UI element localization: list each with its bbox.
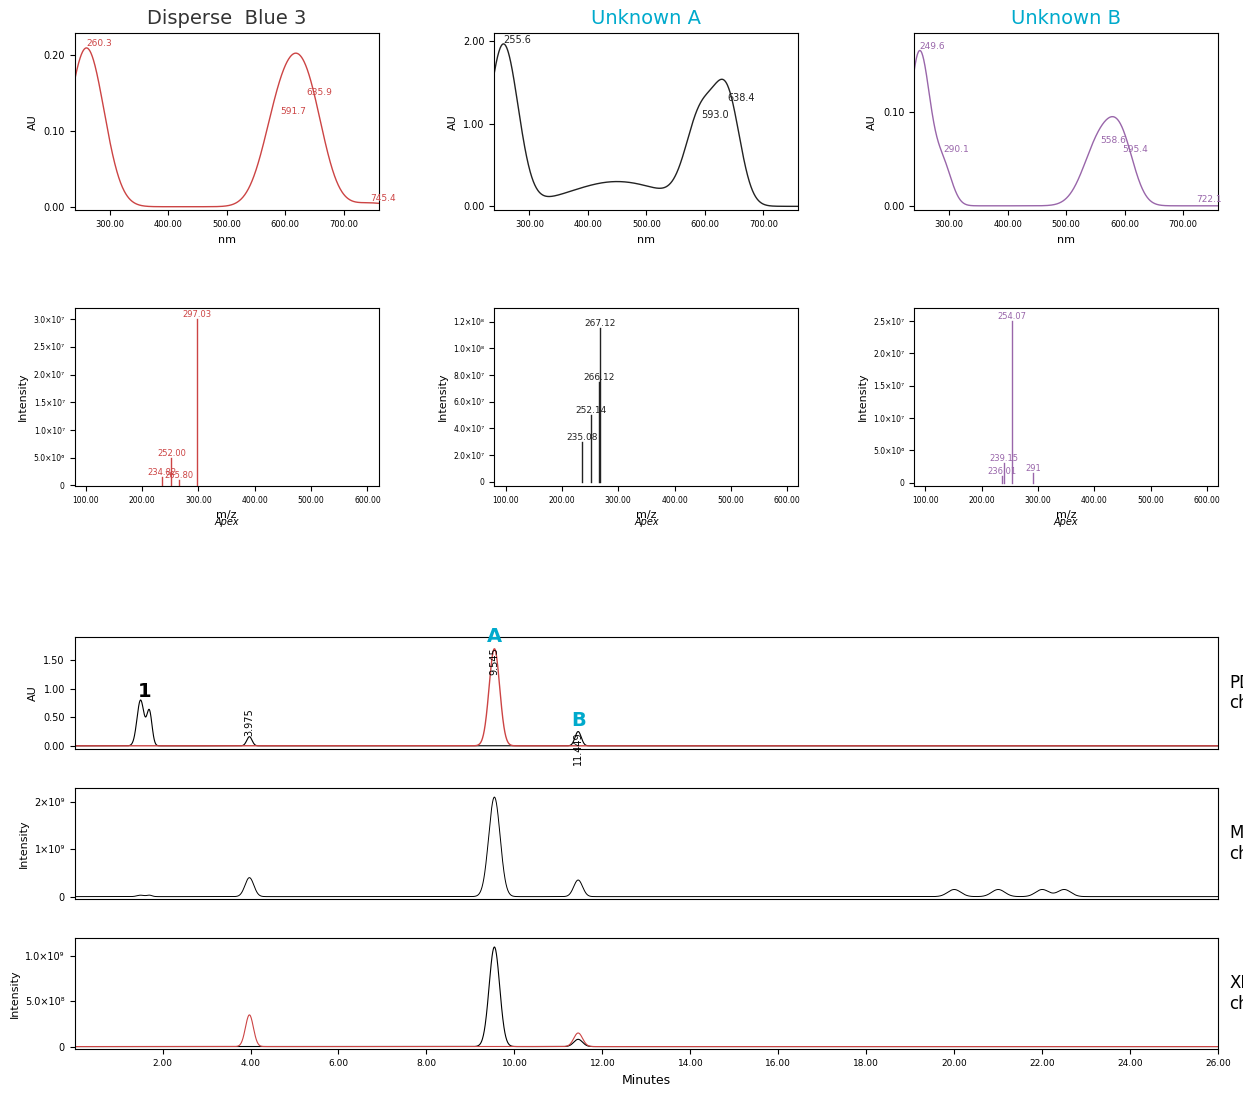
Text: 236.01: 236.01 [987, 467, 1017, 477]
Y-axis label: AU: AU [447, 114, 457, 129]
Text: Apex: Apex [634, 517, 659, 527]
Text: XIC
chromatograms: XIC chromatograms [1229, 974, 1243, 1013]
X-axis label: nm: nm [218, 235, 236, 245]
Text: Apex: Apex [1054, 517, 1079, 527]
Text: 297.03: 297.03 [183, 310, 211, 319]
Text: 266.12: 266.12 [583, 373, 615, 381]
Text: 234.82: 234.82 [147, 468, 177, 477]
Y-axis label: Intensity: Intensity [19, 373, 29, 422]
Title: Unknown A: Unknown A [592, 10, 701, 28]
Text: 235.08: 235.08 [566, 433, 598, 442]
Text: PDA
chromatogram: PDA chromatogram [1229, 673, 1243, 713]
Text: B: B [571, 712, 585, 730]
Y-axis label: Intensity: Intensity [10, 969, 20, 1018]
Y-axis label: Intensity: Intensity [438, 373, 447, 422]
Text: 267.12: 267.12 [584, 319, 615, 328]
Text: 1: 1 [138, 682, 152, 702]
Text: 252.14: 252.14 [576, 407, 607, 415]
Text: A: A [487, 627, 502, 646]
Y-axis label: AU: AU [27, 685, 37, 701]
Text: 593.0: 593.0 [701, 109, 728, 119]
Title: Unknown B: Unknown B [1011, 10, 1121, 28]
Text: 722.1: 722.1 [1196, 195, 1222, 204]
X-axis label: Minutes: Minutes [622, 1073, 671, 1086]
Text: MS scan
chromatogram: MS scan chromatogram [1229, 824, 1243, 862]
X-axis label: nm: nm [638, 235, 655, 245]
Y-axis label: Intensity: Intensity [858, 373, 868, 422]
Text: 11.449: 11.449 [573, 731, 583, 765]
Text: 249.6: 249.6 [920, 43, 945, 51]
Y-axis label: AU: AU [868, 114, 878, 129]
Y-axis label: AU: AU [27, 114, 37, 129]
Text: 595.4: 595.4 [1122, 145, 1147, 154]
Text: Apex: Apex [214, 517, 239, 527]
Text: 252.00: 252.00 [157, 449, 186, 458]
Text: 260.3: 260.3 [87, 39, 112, 48]
Text: 290.1: 290.1 [943, 145, 970, 154]
Text: 635.9: 635.9 [306, 89, 332, 97]
X-axis label: nm: nm [1057, 235, 1075, 245]
Text: 745.4: 745.4 [370, 193, 395, 203]
Text: 3.975: 3.975 [245, 708, 255, 736]
Text: 254.07: 254.07 [998, 313, 1027, 321]
X-axis label: m/z: m/z [636, 510, 656, 520]
Text: 9.545: 9.545 [490, 648, 500, 675]
X-axis label: m/z: m/z [216, 510, 237, 520]
Text: 255.6: 255.6 [503, 35, 531, 45]
Text: 265.80: 265.80 [164, 471, 194, 480]
Text: 291: 291 [1025, 465, 1040, 473]
X-axis label: m/z: m/z [1055, 510, 1076, 520]
Text: 239.15: 239.15 [989, 455, 1018, 463]
Y-axis label: Intensity: Intensity [19, 819, 29, 868]
Title: Disperse  Blue 3: Disperse Blue 3 [147, 10, 306, 28]
Text: 638.4: 638.4 [727, 93, 755, 103]
Text: 591.7: 591.7 [280, 107, 306, 116]
Text: 558.6: 558.6 [1100, 136, 1126, 145]
